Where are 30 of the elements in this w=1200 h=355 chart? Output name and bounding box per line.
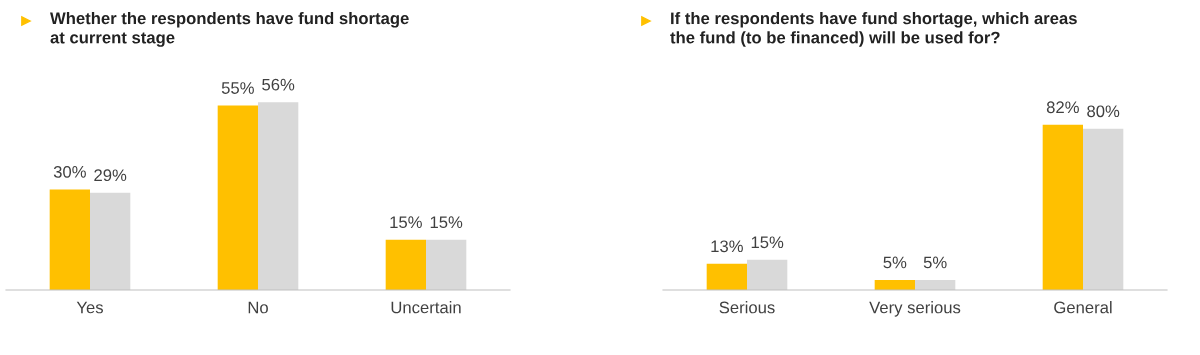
x-tick-label: No [248,301,268,314]
data-label: 5% [923,256,947,269]
data-label: 15% [751,236,784,249]
data-label: 5% [883,256,907,269]
bar [1083,128,1124,290]
data-label: 55% [221,82,254,94]
x-tick-label: Uncertain [391,301,461,314]
chart-title: If the respondents have fund shortage, which areas the fund (to be financed) will be used for? [670,12,1077,47]
data-label: 15% [430,216,463,229]
data-label: 80% [1087,105,1120,118]
chart-title: Whether the respondents have fund shortage at current stage [50,12,409,47]
bar [258,102,299,290]
x-tick-label: Yes [76,301,103,314]
data-label: 56% [262,78,295,91]
bar [426,239,467,290]
data-label: 29% [94,169,127,182]
bar [90,192,131,290]
bar [217,105,258,290]
data-label: 15% [390,216,422,229]
x-tick-label: General [1054,301,1112,314]
bar [747,259,788,290]
bar [1042,124,1083,290]
bar [385,239,426,290]
data-label: 30% [53,165,86,178]
data-label: 82% [1046,101,1079,114]
x-tick-label: Serious [719,301,775,314]
x-tick-label: Very serious [869,301,961,317]
bar [706,263,747,290]
data-label: 13% [711,240,743,253]
bar [49,189,90,290]
